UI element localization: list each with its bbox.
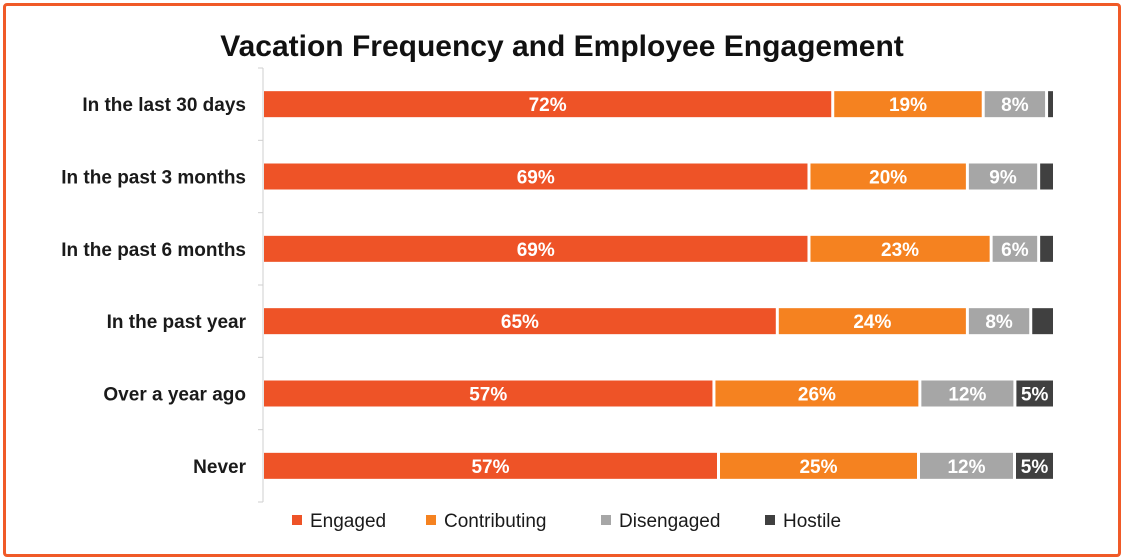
data-label: 69% <box>517 240 555 261</box>
category-label: Over a year ago <box>103 385 246 406</box>
legend-label: Disengaged <box>619 511 720 532</box>
bar-segment-disengaged <box>921 380 1014 407</box>
bar-layer: 72% 19% 8% 69% 20% 9% 69% 23% 6% 65% 24% 8% 57% 26% 12… <box>264 91 1053 479</box>
category-label: Never <box>193 457 246 478</box>
bar-segment-disengaged <box>992 235 1038 262</box>
bar-segment-engaged <box>264 452 717 479</box>
data-label: 69% <box>517 168 555 189</box>
bar-segment-disengaged <box>920 452 1013 479</box>
data-label: 57% <box>469 385 507 406</box>
data-label: 72% <box>529 95 567 116</box>
data-label: 5% <box>1021 385 1049 406</box>
bar-segment-contributing <box>810 235 990 262</box>
data-label: 25% <box>799 457 837 478</box>
data-label: 6% <box>1001 240 1029 261</box>
data-label: 5% <box>1021 457 1049 478</box>
data-label: 8% <box>1001 95 1029 116</box>
bar-segment-engaged <box>264 235 808 262</box>
bar-segment-engaged <box>264 380 713 407</box>
bar-segment-hostile <box>1040 235 1053 262</box>
axis-layer: In the last 30 days In the past 3 months I… <box>61 67 264 503</box>
legend-label: Contributing <box>444 511 546 532</box>
bar-segment-disengaged <box>968 163 1038 190</box>
data-label: 24% <box>853 312 891 333</box>
legend-swatch-hostile <box>765 515 775 525</box>
legend: Engaged Contributing Disengaged Hostile <box>292 511 841 532</box>
data-label: 20% <box>869 168 907 189</box>
bar-segment-engaged <box>264 308 776 335</box>
data-label: 9% <box>989 168 1017 189</box>
bar-segment-engaged <box>264 163 808 190</box>
bar-segment-disengaged <box>984 91 1046 118</box>
data-label: 23% <box>881 240 919 261</box>
chart-title: Vacation Frequency and Employee Engageme… <box>220 30 904 63</box>
data-label: 12% <box>948 385 986 406</box>
legend-swatch-disengaged <box>601 515 611 525</box>
legend-label: Engaged <box>310 511 386 532</box>
bar-segment-disengaged <box>968 308 1030 335</box>
bar-segment-engaged <box>264 91 832 118</box>
legend-label: Hostile <box>783 511 841 532</box>
category-label: In the last 30 days <box>82 95 246 116</box>
data-label: 57% <box>471 457 509 478</box>
bar-segment-hostile <box>1016 380 1053 407</box>
legend-swatch-engaged <box>292 515 302 525</box>
data-label: 19% <box>889 95 927 116</box>
category-label: In the past year <box>107 312 247 333</box>
data-label: 26% <box>798 385 836 406</box>
category-label: In the past 3 months <box>61 168 246 189</box>
data-label: 65% <box>501 312 539 333</box>
legend-swatch-contributing <box>426 515 436 525</box>
bar-segment-contributing <box>715 380 919 407</box>
bar-segment-hostile <box>1048 91 1053 118</box>
bar-segment-hostile <box>1040 163 1053 190</box>
bar-segment-contributing <box>834 91 982 118</box>
bar-segment-contributing <box>720 452 917 479</box>
data-label: 12% <box>947 457 985 478</box>
bar-segment-contributing <box>778 308 966 335</box>
data-label: 8% <box>985 312 1013 333</box>
bar-segment-hostile <box>1016 452 1053 479</box>
bar-segment-hostile <box>1032 308 1053 335</box>
bar-segment-contributing <box>810 163 966 190</box>
category-label: In the past 6 months <box>61 240 246 261</box>
